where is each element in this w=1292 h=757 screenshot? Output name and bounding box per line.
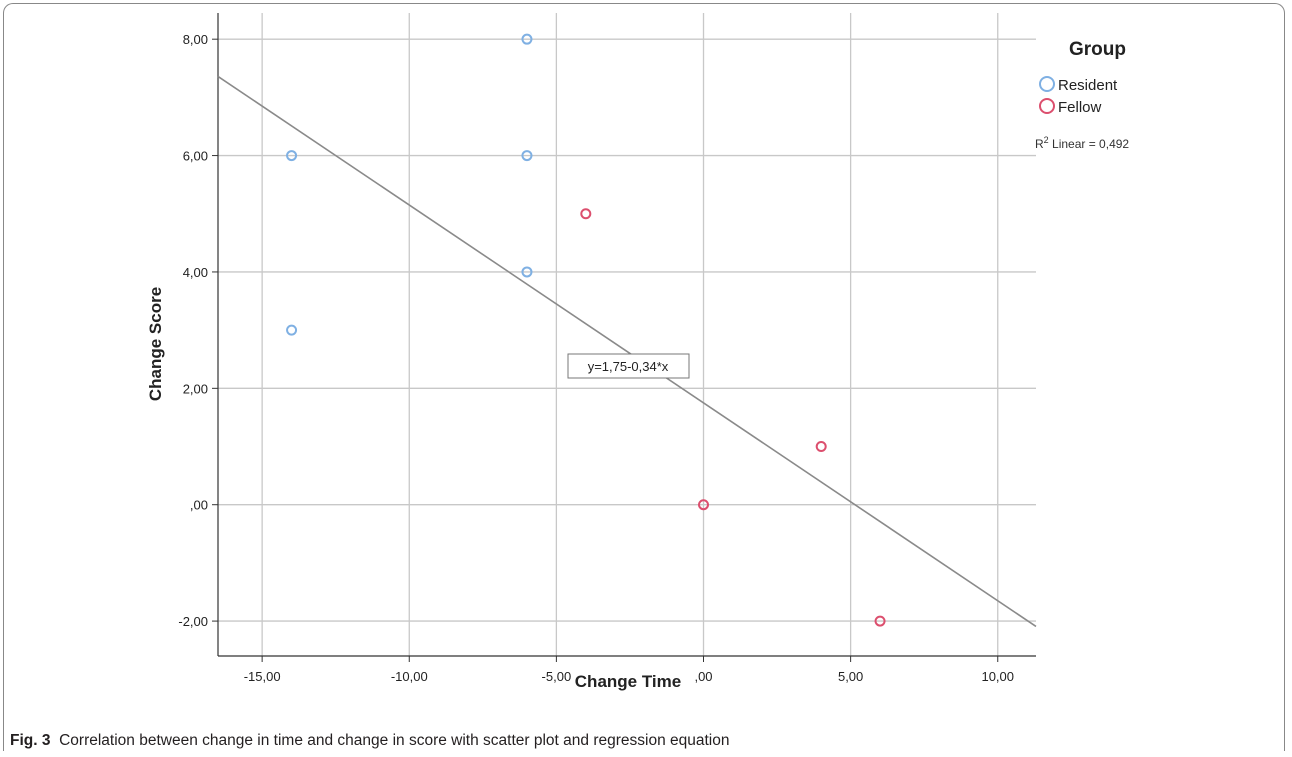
grid-lines <box>218 13 1036 656</box>
data-point-resident <box>286 324 298 336</box>
tick-labels: -15,00 -10,00 -5,00 ,00 5,00 10,00 -2,00 ,00 2,0… <box>178 32 1014 684</box>
r2-prefix: R <box>1035 137 1044 151</box>
legend-label-fellow: Fellow <box>1058 99 1102 116</box>
data-point-fellow <box>815 441 827 453</box>
x-tick-label: ,00 <box>694 669 712 684</box>
data-point-resident <box>521 150 533 162</box>
legend-label-resident: Resident <box>1058 77 1118 94</box>
regression-equation-box: y=1,75-0,34*x <box>567 353 690 379</box>
equation-box-border <box>567 353 690 379</box>
r2-value: Linear = 0,492 <box>1049 137 1130 151</box>
legend: Group Resident Fellow R2 Linear = 0,492 <box>1035 39 1129 151</box>
caption-label: Fig. 3 <box>10 732 51 749</box>
caption-text: Correlation between change in time and c… <box>59 732 730 749</box>
data-point-resident <box>286 150 298 162</box>
y-tick-label: ,00 <box>190 498 208 513</box>
y-tick-label: 4,00 <box>183 265 208 280</box>
x-axis-label: Change Time <box>575 672 681 691</box>
regression-line-group <box>217 75 1037 628</box>
legend-marker-fellow <box>1039 98 1055 114</box>
legend-marker-resident <box>1039 76 1055 92</box>
y-axis-label: Change Score <box>146 287 165 401</box>
data-point-fellow <box>698 499 710 511</box>
x-tick-label: 10,00 <box>981 669 1014 684</box>
r2-superscript: 2 <box>1044 135 1049 145</box>
axes <box>212 13 1036 662</box>
x-tick-label: 5,00 <box>838 669 863 684</box>
data-point-fellow <box>580 208 592 220</box>
r-squared-label: R2 Linear = 0,492 <box>1035 135 1129 151</box>
figure-frame <box>3 3 1285 751</box>
y-tick-label: 2,00 <box>183 381 208 396</box>
y-tick-label: 8,00 <box>183 32 208 47</box>
data-point-resident <box>521 266 533 278</box>
figure-caption: Fig. 3 Correlation between change in tim… <box>10 732 729 750</box>
data-point-resident <box>521 33 533 45</box>
regression-equation: y=1,75-0,34*x <box>588 359 669 374</box>
x-tick-label: -15,00 <box>244 669 281 684</box>
x-tick-label: -10,00 <box>391 669 428 684</box>
x-tick-label: -5,00 <box>542 669 572 684</box>
legend-title: Group <box>1069 39 1126 60</box>
y-tick-label: -2,00 <box>178 614 208 629</box>
regression-line <box>217 75 1037 628</box>
y-tick-label: 6,00 <box>183 149 208 164</box>
data-point-fellow <box>874 615 886 627</box>
data-points <box>286 33 886 627</box>
